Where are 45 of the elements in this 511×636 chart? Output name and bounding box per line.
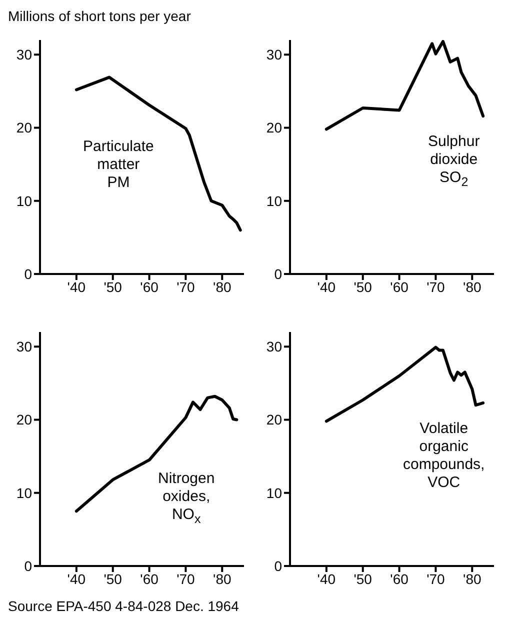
x-tick-label: '40 (317, 278, 336, 295)
annotation: Particulate matter PM (83, 138, 154, 192)
y-tick-label: 10 (16, 192, 32, 209)
source-note: Source EPA-450 4-84-028 Dec. 1964 (8, 598, 240, 614)
y-axis-title: Millions of short tons per year (8, 8, 192, 26)
x-tick-label: '40 (67, 278, 86, 295)
y-tick-label: 30 (266, 46, 282, 63)
x-tick-label: '60 (140, 570, 159, 587)
x-tick-label: '40 (317, 570, 336, 587)
x-tick-label: '50 (104, 278, 122, 295)
y-tick-label: 30 (16, 46, 32, 63)
x-tick-label: '80 (213, 570, 232, 587)
y-tick-label: 10 (266, 484, 282, 501)
y-tick-label: 0 (274, 266, 282, 282)
line-series (74, 76, 242, 232)
annotation: Nitrogen oxides, NO$_{x}$ (158, 470, 215, 528)
x-tick-label: '50 (354, 278, 372, 295)
x-tick-label: '60 (140, 278, 159, 295)
y-tick-label: 20 (266, 412, 282, 428)
x-tick-label: '80 (463, 570, 482, 587)
y-tick-label: 0 (24, 558, 32, 574)
x-tick-label: '60 (390, 570, 409, 587)
annotation: Sulphur dioxide SO$_{2}$ (428, 133, 480, 191)
y-tick-label: 10 (16, 484, 32, 501)
y-tick-label: 20 (16, 120, 32, 136)
line-series (324, 40, 485, 131)
x-tick-label: '80 (463, 278, 482, 295)
y-tick-label: 30 (266, 338, 282, 355)
y-tick-label: 20 (266, 120, 282, 136)
x-tick-label: '60 (390, 278, 409, 295)
y-tick-label: 30 (16, 338, 32, 355)
annotation: Volatile organic compounds, VOC (403, 420, 485, 492)
x-tick-label: '80 (213, 278, 232, 295)
x-tick-label: '70 (426, 278, 446, 295)
x-tick-label: '50 (104, 570, 122, 587)
y-tick-label: 0 (24, 266, 32, 282)
line-series (324, 346, 485, 423)
y-tick-label: 0 (274, 558, 282, 574)
x-tick-label: '40 (67, 570, 86, 587)
x-tick-label: '70 (426, 570, 446, 587)
y-tick-label: 10 (266, 192, 282, 209)
x-tick-label: '70 (176, 570, 196, 587)
y-tick-label: 20 (16, 412, 32, 428)
x-tick-label: '50 (354, 570, 372, 587)
x-tick-label: '70 (176, 278, 196, 295)
